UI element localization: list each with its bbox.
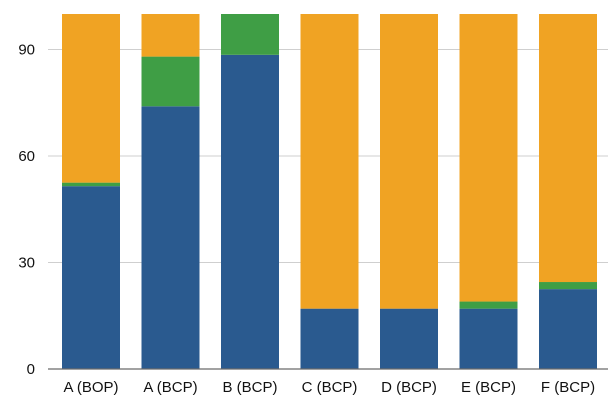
x-tick-label-7: F (BCP) bbox=[541, 379, 595, 396]
bar-segment-5-series-1 bbox=[380, 308, 438, 369]
bar-segment-3-series-1 bbox=[221, 54, 279, 369]
bar-segment-2-series-2 bbox=[141, 56, 200, 107]
x-tick-label-5: D (BCP) bbox=[381, 379, 437, 396]
x-tick-label-3: B (BCP) bbox=[222, 379, 277, 396]
bar-segment-7-series-2 bbox=[539, 282, 597, 290]
x-tick-label-1: A (BOP) bbox=[63, 379, 118, 396]
bar-segment-6-series-3 bbox=[459, 14, 518, 302]
bar-segment-2-series-3 bbox=[141, 14, 200, 57]
y-tick-label-60: 60 bbox=[18, 148, 35, 165]
y-tick-label-90: 90 bbox=[18, 42, 35, 59]
axis-layer: 0 30 60 90 A (BOP) A (BCP) B (BCP) C (BCP) D (BC… bbox=[18, 42, 608, 396]
x-tick-label-2: A (BCP) bbox=[143, 379, 197, 396]
bar-segment-4-series-1 bbox=[300, 308, 359, 369]
bar-segment-6-series-2 bbox=[459, 301, 518, 309]
x-tick-label-4: C (BCP) bbox=[302, 379, 358, 396]
bar-segment-7-series-1 bbox=[539, 289, 597, 369]
bars-layer bbox=[62, 14, 597, 370]
bar-segment-3-series-2 bbox=[221, 14, 279, 55]
y-tick-label-0: 0 bbox=[27, 361, 35, 378]
y-tick-label-30: 30 bbox=[18, 255, 35, 272]
bar-segment-1-series-1 bbox=[62, 186, 120, 369]
bar-segment-6-series-1 bbox=[459, 308, 518, 369]
bar-segment-7-series-3 bbox=[539, 14, 597, 283]
x-tick-label-6: E (BCP) bbox=[461, 379, 516, 396]
bar-segment-2-series-1 bbox=[141, 106, 200, 370]
bar-segment-1-series-2 bbox=[62, 182, 120, 187]
bar-segment-1-series-3 bbox=[62, 14, 120, 183]
bar-segment-5-series-3 bbox=[380, 14, 438, 309]
bar-segment-4-series-3 bbox=[300, 14, 359, 309]
